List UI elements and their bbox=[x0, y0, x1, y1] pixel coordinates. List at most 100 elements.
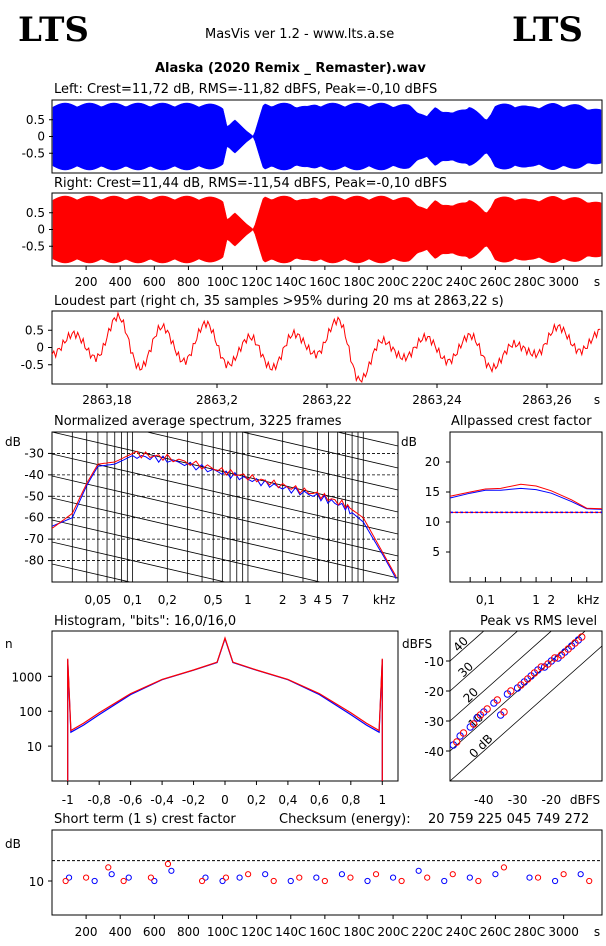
x-unit-label: s bbox=[594, 393, 600, 407]
crest-diagonal bbox=[450, 631, 586, 752]
crest-allpass-frame bbox=[449, 431, 603, 583]
crest-point-right bbox=[270, 877, 277, 885]
x-tick-label: 3 bbox=[299, 593, 307, 607]
y-tick-label: -30 bbox=[424, 715, 444, 729]
x-tick-label: 1 bbox=[532, 593, 540, 607]
slope-line bbox=[52, 541, 227, 582]
left-channel-title: Left: Crest=11,72 dB, RMS=-11,82 dBFS, P… bbox=[54, 82, 438, 97]
x-tick-label: 200C bbox=[377, 925, 408, 939]
slope-line bbox=[52, 519, 322, 582]
crest-diagonal bbox=[450, 645, 602, 781]
y-tick-label: 0.5 bbox=[26, 206, 45, 220]
y-tick-label: 10 bbox=[29, 875, 44, 889]
crest-point-right bbox=[62, 877, 69, 885]
crest-point-left bbox=[552, 877, 559, 885]
x-tick-label: 3000 bbox=[548, 275, 579, 289]
x-tick-label: 0,05 bbox=[85, 593, 112, 607]
crest-point-left bbox=[364, 877, 371, 885]
y-axis-label: dB bbox=[5, 435, 21, 449]
histogram-line-left bbox=[67, 636, 383, 781]
y-axis-label: dB bbox=[5, 837, 21, 851]
slope-line bbox=[240, 432, 398, 469]
peak-rms-point-right bbox=[557, 651, 566, 659]
waveform-envelope bbox=[52, 195, 602, 264]
diagonal-label: 20 bbox=[460, 685, 481, 706]
crest-point-right bbox=[475, 877, 482, 885]
y-tick-label: 0 bbox=[36, 341, 44, 355]
peak-rms-point-right bbox=[544, 660, 552, 668]
checksum-value: 20 759 225 045 749 272 bbox=[428, 812, 590, 827]
spectrum-title: Normalized average spectrum, 3225 frames bbox=[54, 414, 342, 429]
slope-line bbox=[52, 652, 398, 732]
slope-line bbox=[52, 563, 132, 582]
loudest-frame bbox=[51, 310, 603, 385]
x-tick-label: 4 bbox=[314, 593, 322, 607]
x-tick-label: -1 bbox=[62, 793, 74, 807]
y-tick-label: -50 bbox=[24, 489, 44, 503]
crest-point-left bbox=[577, 871, 584, 878]
peak-rms-point-right bbox=[571, 639, 579, 647]
crest-point-left bbox=[91, 877, 98, 885]
x-tick-label: 280C bbox=[514, 275, 545, 289]
crest-point-right bbox=[449, 871, 456, 878]
x-tick-label: 0,5 bbox=[204, 593, 223, 607]
x-unit-label: kHz bbox=[577, 593, 599, 607]
peak-rms-point-right bbox=[537, 663, 545, 671]
histogram-frame bbox=[51, 630, 399, 782]
y-tick-label: -40 bbox=[24, 468, 44, 482]
x-tick-label: 7 bbox=[342, 593, 350, 607]
x-tick-label: 2863,26 bbox=[522, 393, 572, 407]
crest-point-right bbox=[398, 877, 405, 885]
y-axis-label: dBFS bbox=[402, 637, 432, 651]
x-tick-label: -0,8 bbox=[87, 793, 110, 807]
spectrum-plot bbox=[51, 256, 398, 732]
y-tick-label: 100 bbox=[19, 705, 42, 719]
waveform-envelope bbox=[52, 102, 602, 171]
x-tick-label: 0,2 bbox=[247, 793, 266, 807]
crest-point-left bbox=[202, 874, 209, 881]
x-tick-label: 260C bbox=[480, 275, 511, 289]
crest-point-left bbox=[313, 874, 320, 881]
crest-allpass-plot bbox=[449, 483, 603, 582]
crest-point-left bbox=[338, 871, 346, 878]
crest-point-right bbox=[560, 871, 567, 878]
x-tick-label: 100C bbox=[207, 275, 238, 289]
x-tick-label: 160C bbox=[309, 925, 340, 939]
crest-point-right bbox=[147, 874, 155, 881]
diagonal-label: 30 bbox=[455, 659, 476, 680]
x-tick-label: 0 bbox=[221, 793, 229, 807]
peak-rms-point-right bbox=[551, 654, 559, 662]
x-tick-label: 0,1 bbox=[476, 593, 495, 607]
crest-line-left bbox=[449, 487, 603, 510]
file-title: Alaska (2020 Remix _ Remaster).wav bbox=[155, 61, 426, 76]
peak-rms-point-right bbox=[523, 675, 532, 683]
x-tick-label: 2863,22 bbox=[302, 393, 352, 407]
slope-line bbox=[52, 497, 398, 579]
crest-point-left bbox=[151, 877, 158, 885]
x-tick-label: 220C bbox=[412, 925, 443, 939]
peak-rms-frame bbox=[449, 630, 603, 782]
x-tick-label: 140C bbox=[275, 275, 306, 289]
x-tick-label: 1 bbox=[378, 793, 386, 807]
peak-rms-point-right bbox=[459, 729, 468, 737]
x-tick-label: 100C bbox=[207, 925, 238, 939]
x-unit-label: s bbox=[594, 925, 600, 939]
crest-point-left bbox=[466, 874, 473, 881]
diagonal-label: 40 bbox=[450, 634, 471, 655]
loudest-part-title: Loudest part (right ch, 35 samples >95% … bbox=[54, 294, 504, 309]
right-waveform bbox=[52, 195, 602, 264]
y-tick-label: 0.5 bbox=[26, 113, 45, 127]
checksum-label: Checksum (energy): bbox=[279, 812, 411, 827]
x-tick-label: 220C bbox=[412, 275, 443, 289]
slope-line bbox=[52, 256, 398, 336]
y-tick-label: -0.5 bbox=[21, 358, 44, 372]
short-term-crest-plot bbox=[52, 860, 602, 885]
x-tick-label: -0,4 bbox=[150, 793, 173, 807]
y-axis-label: dB bbox=[401, 435, 417, 449]
x-tick-label: 200 bbox=[75, 275, 98, 289]
y-tick-label: -60 bbox=[24, 511, 44, 525]
crest-point-left bbox=[287, 877, 294, 885]
crest-point-left bbox=[441, 877, 448, 885]
